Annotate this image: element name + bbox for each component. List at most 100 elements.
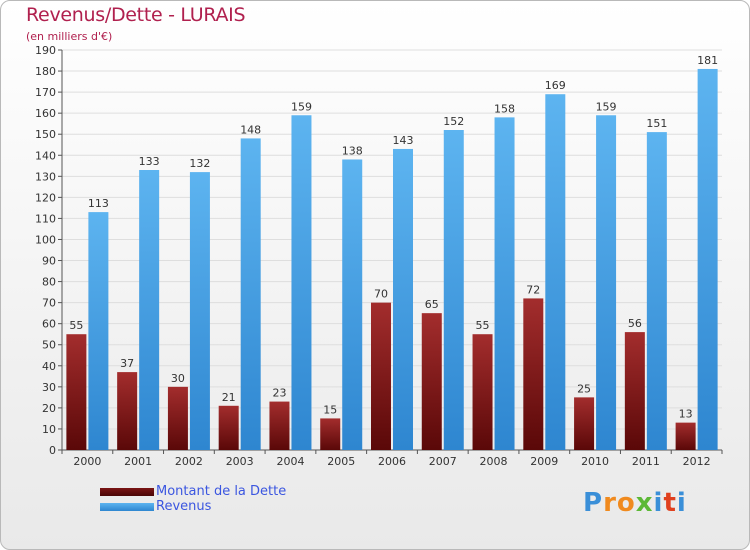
revenue-bar (545, 94, 566, 451)
logo-letter: i (653, 488, 664, 518)
x-tick-label: 2006 (378, 455, 406, 468)
debt-value-label: 72 (526, 283, 540, 296)
revenue-value-label: 143 (393, 134, 414, 147)
x-tick-label: 2010 (581, 455, 609, 468)
logo-letter: i (676, 488, 687, 518)
revenue-bar (88, 212, 109, 450)
x-tick-label: 2009 (530, 455, 558, 468)
revenue-bar (443, 130, 464, 450)
x-tick-label: 2005 (327, 455, 355, 468)
chart-title: Revenus/Dette - LURAIS (26, 4, 246, 26)
revenue-bar (240, 138, 261, 450)
y-tick-label: 30 (42, 381, 56, 394)
y-tick-label: 80 (42, 276, 56, 289)
y-tick-label: 50 (42, 339, 56, 352)
labels: 0 10 20 30 40 50 60 70 80 90 100 110 120 130 140 150 160… (35, 44, 718, 468)
bars (66, 68, 718, 451)
debt-bar (269, 401, 290, 450)
logo-letter: o (616, 488, 636, 518)
debt-value-label: 21 (222, 391, 236, 404)
x-tick-label: 2001 (124, 455, 152, 468)
debt-value-label: 65 (425, 298, 439, 311)
x-tick-label: 2000 (73, 455, 101, 468)
y-tick-label: 120 (35, 191, 56, 204)
debt-value-label: 25 (577, 382, 591, 395)
revenue-bar (139, 170, 160, 450)
debt-value-label: 70 (374, 288, 388, 301)
y-tick-label: 180 (35, 65, 56, 78)
revenue-value-label: 151 (646, 117, 667, 130)
y-tick-label: 0 (49, 444, 56, 457)
debt-bar (320, 418, 341, 450)
legend-swatch-debt (100, 488, 154, 496)
y-tick-label: 10 (42, 423, 56, 436)
y-tick-label: 150 (35, 128, 56, 141)
revenue-value-label: 159 (596, 100, 617, 113)
debt-bar (675, 422, 696, 450)
debt-bar (371, 302, 391, 450)
x-tick-label: 2007 (429, 455, 457, 468)
grid-lines (62, 49, 722, 451)
y-tick-label: 20 (42, 402, 56, 415)
debt-value-label: 15 (323, 403, 337, 416)
revenue-bar (646, 132, 667, 450)
logo-letter: P (583, 488, 604, 518)
y-tick-label: 140 (35, 149, 56, 162)
revenue-bar (291, 115, 312, 451)
debt-value-label: 13 (679, 408, 693, 421)
revenue-value-label: 148 (240, 123, 261, 136)
legend-label-revenue: Revenus (156, 499, 212, 514)
y-tick-label: 130 (35, 170, 56, 183)
revenue-bar (189, 172, 210, 450)
revenue-bar (596, 115, 617, 451)
proxiti-logo: Proxiti (583, 488, 687, 518)
debt-bar (66, 334, 87, 450)
legend-swatch-revenue (100, 503, 154, 511)
revenue-value-label: 158 (494, 102, 515, 115)
revenue-value-label: 132 (189, 157, 210, 170)
debt-value-label: 30 (171, 372, 185, 385)
debt-value-label: 23 (272, 387, 286, 400)
x-tick-label: 2012 (683, 455, 711, 468)
logo-letter: x (635, 488, 654, 518)
debt-bar (523, 298, 544, 450)
debt-bar (167, 386, 188, 450)
debt-bar (472, 334, 493, 450)
y-tick-label: 100 (35, 233, 56, 246)
x-tick-label: 2011 (632, 455, 660, 468)
debt-value-label: 55 (476, 319, 490, 332)
debt-bar (574, 397, 595, 450)
debt-bar (117, 372, 138, 450)
y-tick-label: 70 (42, 297, 56, 310)
revenue-value-label: 169 (545, 79, 566, 92)
revenue-value-label: 152 (443, 115, 464, 128)
revenue-bar (393, 148, 413, 450)
debt-value-label: 56 (628, 317, 642, 330)
chart-subtitle: (en milliers d'€) (26, 30, 113, 43)
revenue-value-label: 138 (342, 144, 363, 157)
revenue-bar (494, 117, 515, 451)
revenue-bar (697, 68, 718, 451)
y-tick-label: 160 (35, 107, 56, 120)
y-tick-label: 90 (42, 255, 56, 268)
x-tick-label: 2004 (276, 455, 304, 468)
revenue-value-label: 113 (88, 197, 109, 210)
y-tick-label: 190 (35, 44, 56, 57)
debt-bar (421, 313, 442, 450)
revenue-value-label: 181 (697, 54, 718, 67)
y-tick-label: 60 (42, 318, 56, 331)
x-tick-label: 2002 (175, 455, 203, 468)
debt-bar (624, 332, 645, 450)
debt-bar (218, 405, 239, 450)
y-tick-label: 40 (42, 360, 56, 373)
revenue-value-label: 159 (291, 100, 312, 113)
revenue-value-label: 133 (139, 155, 160, 168)
logo-letter: t (663, 488, 677, 518)
x-tick-label: 2008 (480, 455, 508, 468)
legend-label-debt: Montant de la Dette (156, 484, 287, 499)
debt-value-label: 37 (120, 357, 134, 370)
y-tick-label: 110 (35, 212, 56, 225)
x-tick-label: 2003 (226, 455, 254, 468)
revenue-bar (342, 159, 363, 450)
